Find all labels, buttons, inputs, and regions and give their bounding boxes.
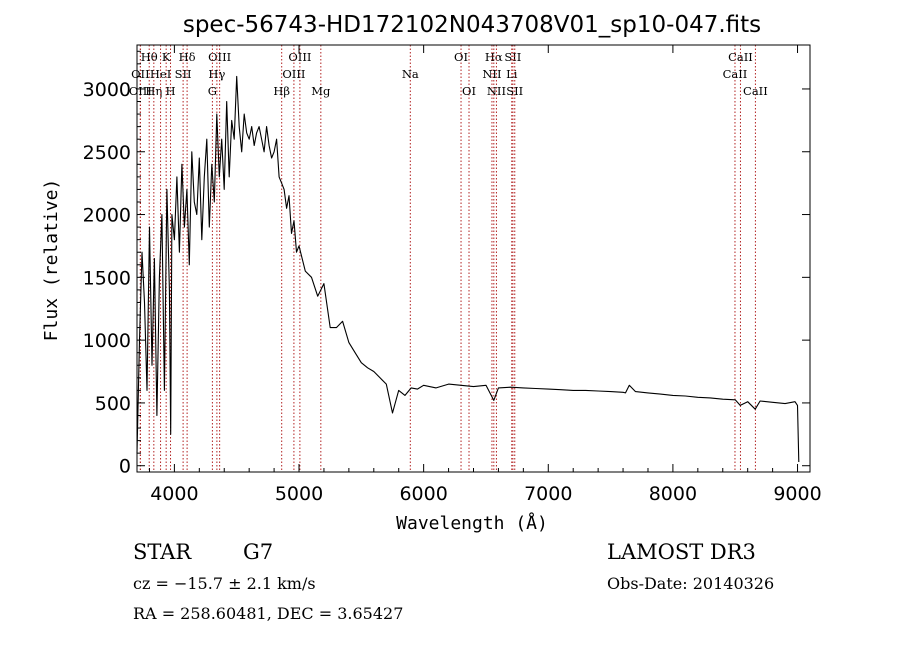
y-tick-label: 1000 [83, 330, 131, 352]
x-tick-label: 4000 [150, 483, 198, 505]
coordinates-readout: RA = 258.60481, DEC = 3.65427 [133, 604, 404, 623]
x-tick-label: 6000 [399, 483, 447, 505]
spectral-line-label: SII [175, 67, 192, 81]
x-axis-label: Wavelength (Å) [396, 512, 548, 534]
spectral-line-label: CaII [723, 67, 748, 81]
axis-ticks: 4000 5000 6000 7000 8000 9000 0 500 1000 1500 2000… [83, 45, 822, 505]
chart-title: spec-56743-HD172102N043708V01_sp10-047.f… [183, 12, 761, 38]
spectral-line-label: Hγ [208, 67, 225, 81]
spectral-line-label: SII [506, 84, 523, 98]
spectral-line-label: OIII [208, 50, 231, 64]
spectral-line-label: NII [482, 67, 501, 81]
spectral-line-label: G [208, 84, 217, 98]
spectrum-flux-line [136, 75, 800, 463]
spectral-line-label: Mg [311, 84, 331, 98]
spectral-line-label: K [162, 50, 171, 64]
x-tick-label: 5000 [275, 483, 323, 505]
spectral-line-label: Na [402, 67, 419, 81]
spectral-line-label: Hδ [179, 50, 196, 64]
y-tick-label: 0 [119, 456, 131, 478]
y-tick-label: 2500 [83, 142, 131, 164]
y-tick-label: 3000 [83, 79, 131, 101]
spectral-line-label: OIII [282, 67, 305, 81]
y-axis-label: Flux (relative) [41, 179, 62, 342]
survey-label: LAMOST DR3 [607, 540, 756, 564]
spectrum-series [136, 75, 800, 463]
spectral-line-label: OIII [129, 84, 152, 98]
spectral-line-label: H [166, 84, 176, 98]
spectral-line-label: OI [454, 50, 468, 64]
spectral-line-label: CaII [728, 50, 753, 64]
spectral-line-label: SII [504, 50, 521, 64]
y-tick-label: 500 [95, 393, 131, 415]
spectral-line-label: Hα [485, 50, 503, 64]
y-tick-label: 1500 [83, 267, 131, 289]
spectral-line-label: OIII [288, 50, 311, 64]
x-tick-label: 7000 [524, 483, 572, 505]
spectral-line-label: OI [462, 84, 476, 98]
spectral-line-label: NII [487, 84, 506, 98]
spectral-line-label: Hθ [141, 50, 158, 64]
spectral-line-label: Li [506, 67, 518, 81]
object-class: STAR [133, 540, 192, 564]
y-tick-label: 2000 [83, 205, 131, 227]
spectral-line-label: CaII [743, 84, 768, 98]
object-subclass: G7 [243, 540, 274, 564]
x-tick-label: 8000 [649, 483, 697, 505]
spectral-line-label: Hβ [273, 84, 290, 98]
obs-date: Obs-Date: 20140326 [607, 574, 775, 593]
spectral-line-label: Hη [145, 84, 162, 98]
spectral-line-label: HeI [150, 67, 171, 81]
redshift-readout: cz = −15.7 ± 2.1 km/s [133, 574, 316, 593]
x-tick-label: 9000 [773, 483, 821, 505]
